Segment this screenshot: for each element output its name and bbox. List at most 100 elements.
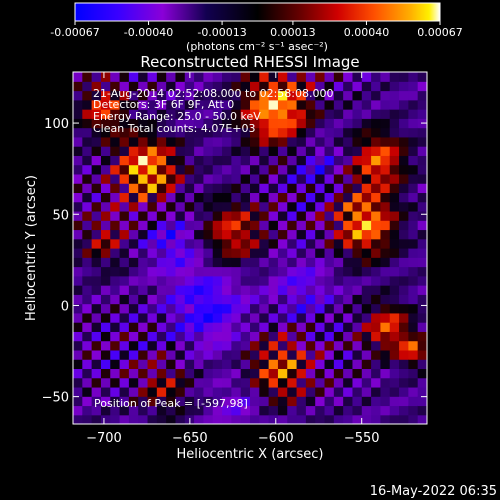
heatmap-cell (324, 146, 335, 156)
heatmap-cell (305, 312, 316, 323)
heatmap-cell (91, 359, 102, 370)
heatmap-cell (166, 294, 177, 305)
heatmap-cell (110, 238, 121, 249)
heatmap-cell (343, 331, 354, 342)
heatmap-cell (128, 285, 139, 295)
heatmap-cell (250, 90, 260, 101)
heatmap-cell (315, 192, 326, 203)
heatmap-cell (399, 303, 409, 314)
heatmap-cell (324, 238, 335, 249)
heatmap-cell (231, 396, 242, 407)
heatmap-cell (277, 220, 288, 231)
heatmap-cell (166, 109, 177, 119)
heatmap-cell (240, 72, 251, 82)
heatmap-cell (305, 359, 316, 370)
heatmap-cell (82, 210, 93, 221)
heatmap-cell (119, 146, 130, 156)
heatmap-cell (343, 220, 354, 231)
heatmap-cell (277, 303, 288, 314)
heatmap-cell (119, 257, 130, 268)
heatmap-cell (175, 322, 186, 332)
heatmap-cell (389, 414, 400, 424)
heatmap-cell (408, 136, 419, 147)
heatmap-cell (305, 303, 316, 314)
heatmap-cell (212, 220, 223, 231)
y-axis-label: Heliocentric Y (arcsec) (24, 175, 39, 321)
heatmap-cell (147, 396, 158, 407)
heatmap-cell (399, 81, 409, 92)
heatmap-cell (399, 146, 409, 156)
heatmap-cell (212, 331, 223, 342)
heatmap-cell (352, 192, 363, 203)
heatmap-cell (352, 405, 363, 416)
heatmap-cell (82, 340, 93, 351)
heatmap-cell (240, 118, 251, 129)
heatmap-cell (333, 396, 344, 407)
heatmap-cell (184, 99, 195, 110)
heatmap-cell (380, 127, 391, 138)
heatmap-cell (380, 81, 391, 92)
heatmap-cell (240, 396, 251, 407)
heatmap-cell (268, 173, 279, 184)
heatmap-cell (408, 220, 419, 231)
heatmap-cell (399, 238, 409, 249)
heatmap-cell (333, 377, 344, 388)
heatmap-cell (343, 322, 354, 332)
heatmap-cell (110, 210, 121, 221)
heatmap-cell (417, 109, 427, 119)
heatmap-cell (73, 266, 83, 277)
heatmap-cell (333, 331, 344, 342)
heatmap-cell (417, 377, 427, 388)
heatmap-cell (240, 229, 251, 240)
heatmap-cell (222, 386, 232, 397)
heatmap-cell (417, 72, 427, 82)
heatmap-cell (231, 72, 242, 82)
heatmap-cell (305, 146, 316, 156)
heatmap-cell (305, 405, 316, 416)
heatmap-cell (352, 146, 363, 156)
heatmap-cell (240, 303, 251, 314)
heatmap-cell (268, 127, 279, 138)
colorbar: -0.00067 -0.00040 -0.00013 0.00013 0.00040 0.… (50, 2, 463, 53)
heatmap-cell (231, 312, 242, 323)
heatmap-cell (166, 136, 177, 147)
heatmap-cell (175, 155, 186, 166)
heatmap-cell (175, 257, 186, 268)
heatmap-cell (333, 359, 344, 370)
heatmap-cell (128, 377, 139, 388)
heatmap-cell (128, 118, 139, 129)
heatmap-cell (138, 99, 149, 110)
heatmap-cell (119, 192, 130, 203)
heatmap-cell (212, 99, 223, 110)
heatmap-cell (91, 136, 102, 147)
heatmap-cell (333, 303, 344, 314)
heatmap-cell (352, 183, 363, 194)
heatmap-cell (203, 340, 214, 351)
heatmap-cell (399, 359, 409, 370)
heatmap-cell (408, 127, 419, 138)
heatmap-cell (147, 136, 158, 147)
heatmap-cell (315, 118, 326, 129)
heatmap-cell (268, 266, 279, 277)
heatmap-cell (333, 183, 344, 194)
heatmap-cell (156, 164, 167, 175)
heatmap-cell (222, 312, 232, 323)
heatmap-cell (333, 266, 344, 277)
heatmap-cell (203, 349, 214, 360)
heatmap-cell (389, 257, 400, 268)
heatmap-cell (305, 192, 316, 203)
heatmap-cell (324, 201, 335, 212)
heatmap-cell (91, 118, 102, 129)
heatmap-cell (147, 72, 158, 82)
heatmap-cell (91, 220, 102, 231)
heatmap-cell (343, 99, 354, 110)
heatmap-cell (380, 340, 391, 351)
heatmap-cell (166, 72, 177, 82)
heatmap-cell (277, 349, 288, 360)
heatmap-cell (277, 72, 288, 82)
heatmap-cell (110, 396, 121, 407)
heatmap-cell (277, 229, 288, 240)
heatmap-cell (380, 303, 391, 314)
heatmap-cell (212, 285, 223, 295)
heatmap-cell (138, 90, 149, 101)
